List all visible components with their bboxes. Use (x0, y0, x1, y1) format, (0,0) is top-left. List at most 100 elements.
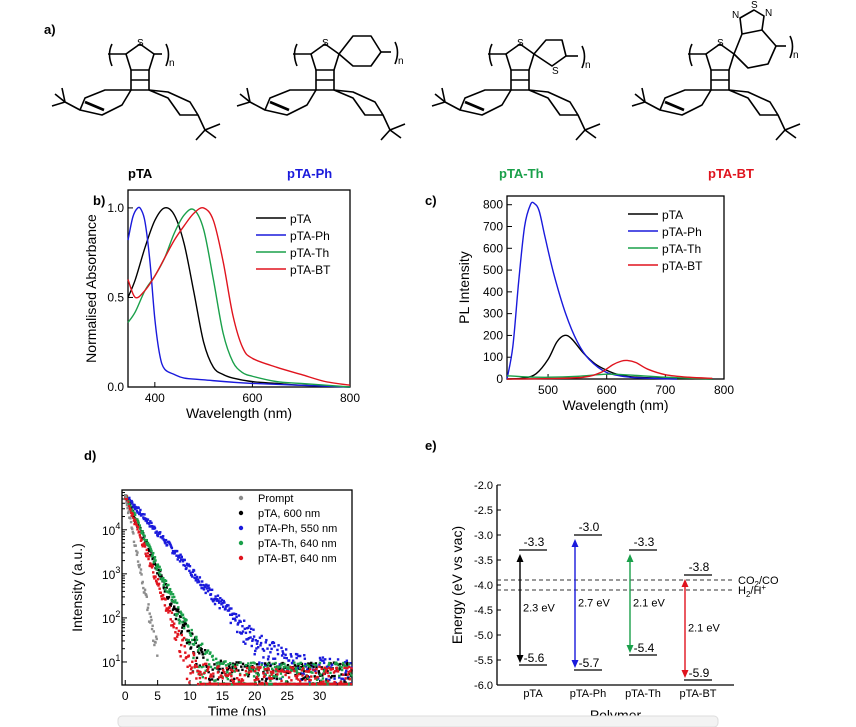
reference-label-suffix: /H (750, 585, 761, 597)
data-point (333, 670, 337, 673)
data-point (146, 608, 149, 612)
left-benzene-bold (269, 100, 290, 112)
data-point (193, 665, 196, 669)
series-line-pta-bt (506, 359, 713, 380)
data-point (153, 577, 156, 580)
data-point (336, 670, 340, 673)
data-point (311, 671, 314, 674)
thiophene-ring (125, 43, 155, 71)
data-point (349, 671, 352, 674)
data-point (149, 548, 153, 551)
x-category-label: pTA-BT (679, 688, 716, 700)
legend-marker (238, 540, 244, 546)
data-point (244, 663, 248, 667)
data-point (334, 682, 337, 686)
data-point (129, 517, 132, 520)
data-point (266, 671, 269, 674)
arrow-head-down (571, 660, 579, 668)
panel-label-d: d) (84, 448, 96, 463)
data-point (339, 680, 343, 684)
data-point (235, 669, 238, 672)
data-point (174, 631, 177, 634)
data-point (192, 653, 196, 657)
data-point (249, 682, 252, 686)
data-point (340, 666, 343, 669)
data-point (230, 674, 233, 678)
data-point (173, 551, 177, 554)
data-point (314, 662, 318, 665)
data-point (190, 573, 193, 577)
homo-label: -5.9 (689, 666, 710, 680)
data-point (138, 524, 142, 527)
data-point (203, 652, 207, 655)
data-point (262, 656, 265, 659)
data-point (266, 662, 270, 665)
data-point (296, 653, 299, 656)
data-point (167, 591, 171, 594)
data-point (273, 665, 277, 669)
data-point (187, 638, 190, 642)
data-point (348, 678, 351, 681)
data-point (204, 591, 207, 595)
data-point (347, 665, 351, 669)
data-point (305, 663, 309, 667)
data-point (159, 568, 163, 571)
data-point (131, 530, 135, 534)
data-point (187, 629, 190, 633)
data-point (136, 551, 139, 554)
series-points-4 (124, 494, 353, 686)
data-point (156, 582, 159, 586)
tbutyl-left (51, 87, 81, 111)
data-point (312, 662, 315, 666)
data-point (216, 594, 220, 597)
data-point (205, 587, 209, 590)
data-point (273, 645, 276, 648)
data-point (192, 643, 196, 646)
data-point (235, 661, 238, 664)
data-point (187, 654, 190, 657)
data-point (150, 563, 153, 566)
data-point (132, 516, 135, 520)
data-point (142, 516, 145, 519)
data-point (184, 651, 187, 654)
data-point (233, 663, 237, 666)
data-point (135, 524, 139, 527)
data-point (234, 612, 238, 616)
sulfur-atom: S (322, 38, 329, 49)
data-point (266, 663, 269, 667)
data-point (200, 673, 203, 676)
data-point (290, 655, 293, 658)
data-point (270, 682, 273, 686)
data-point (295, 656, 298, 660)
compound-name-pta-bt: pTA-BT (708, 166, 754, 181)
data-point (303, 670, 306, 673)
data-point (206, 667, 210, 671)
sulfur-atom: S (517, 38, 524, 49)
data-point (293, 664, 297, 667)
repeat-unit-n: n (793, 50, 799, 61)
data-point (266, 647, 269, 650)
data-point (163, 590, 167, 593)
tick-base: 10 (102, 568, 116, 582)
data-point (344, 671, 347, 675)
data-point (195, 635, 198, 639)
data-point (346, 673, 350, 676)
data-point (127, 510, 130, 513)
data-point (241, 679, 245, 682)
data-point (254, 669, 257, 673)
data-point (307, 664, 311, 668)
data-point (291, 659, 295, 662)
data-point (322, 659, 325, 662)
data-point (153, 556, 157, 559)
data-point (217, 661, 220, 664)
data-point (249, 661, 253, 665)
x-tick-label: 400 (145, 391, 165, 405)
data-point (210, 597, 213, 601)
data-point (232, 680, 235, 683)
data-point (207, 665, 210, 669)
data-point (173, 601, 177, 604)
tick-exponent: 4 (115, 521, 120, 531)
sulfur-atom: S (717, 38, 724, 49)
data-point (283, 670, 286, 674)
legend-entry: pTA-Ph (290, 229, 330, 243)
